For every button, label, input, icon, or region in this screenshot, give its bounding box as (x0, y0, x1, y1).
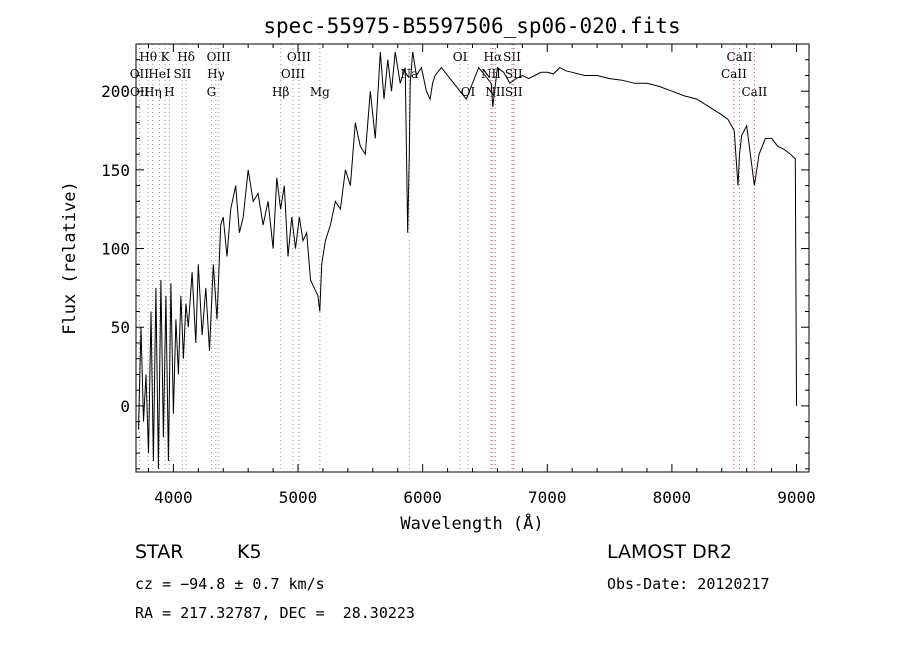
x-tick-label: 5000 (279, 488, 318, 507)
y-tick-label: 200 (101, 82, 130, 101)
x-tick-label: 8000 (653, 488, 692, 507)
line-marker-label: OI (453, 50, 468, 64)
line-marker-label: NII (485, 85, 505, 99)
line-marker-label: Hγ (207, 67, 225, 81)
line-marker-label: CaII (741, 85, 767, 99)
obs-date-text: Obs-Date: 20120217 (607, 575, 770, 593)
line-marker-label: Hη (144, 85, 162, 99)
y-tick-label: 50 (111, 318, 130, 337)
x-axis-label: Wavelength (Å) (400, 512, 543, 534)
line-marker-label: Hβ (272, 85, 289, 99)
coordinates-text: RA = 217.32787, DEC = 28.30223 (135, 604, 415, 622)
line-marker-label: H (164, 85, 174, 99)
line-marker-label: Hδ (177, 50, 195, 64)
line-marker-label: OIII (207, 50, 231, 64)
plot-frame (135, 43, 810, 473)
line-marker-label: SII (503, 50, 521, 64)
x-tick-label: 9000 (777, 488, 816, 507)
spectrum-line (138, 51, 797, 469)
y-tick-label: 0 (120, 397, 130, 416)
y-axis-ticks: 0 50 100 150 200 (101, 59, 809, 470)
line-marker-label: HeI (148, 67, 171, 81)
object-class: STAR (135, 541, 184, 563)
redshift-text: cz = −94.8 ± 0.7 km/s (135, 575, 325, 593)
survey-name: LAMOST DR2 (607, 541, 732, 563)
line-marker-label: OII (130, 67, 150, 81)
y-tick-label: 150 (101, 161, 130, 180)
line-marker-label: Mg (310, 85, 330, 99)
line-marker-label: Hα (484, 50, 503, 64)
line-marker-label: CaII (721, 67, 747, 81)
x-tick-label: 6000 (403, 488, 442, 507)
line-marker-label: SII (174, 67, 192, 81)
object-subclass: K5 (237, 541, 262, 563)
line-marker-label: OIII (287, 50, 311, 64)
line-marker-label: SII (505, 85, 523, 99)
x-tick-label: 4000 (154, 488, 193, 507)
line-marker-label: OII (130, 85, 150, 99)
line-marker-label: OI (461, 85, 476, 99)
x-tick-label: 7000 (528, 488, 567, 507)
x-axis-ticks: 4000 5000 6000 7000 8000 9000 (147, 44, 816, 507)
line-marker-label: OIII (281, 67, 305, 81)
y-tick-label: 100 (101, 240, 130, 259)
line-marker-label: Hθ (139, 50, 157, 64)
y-axis-label: Flux (relative) (60, 181, 80, 335)
line-marker-label: K (161, 50, 171, 64)
line-marker-label: G (207, 85, 217, 99)
chart-title: spec-55975-B5597506_sp06-020.fits (263, 14, 680, 38)
line-marker-label: CaII (727, 50, 753, 64)
